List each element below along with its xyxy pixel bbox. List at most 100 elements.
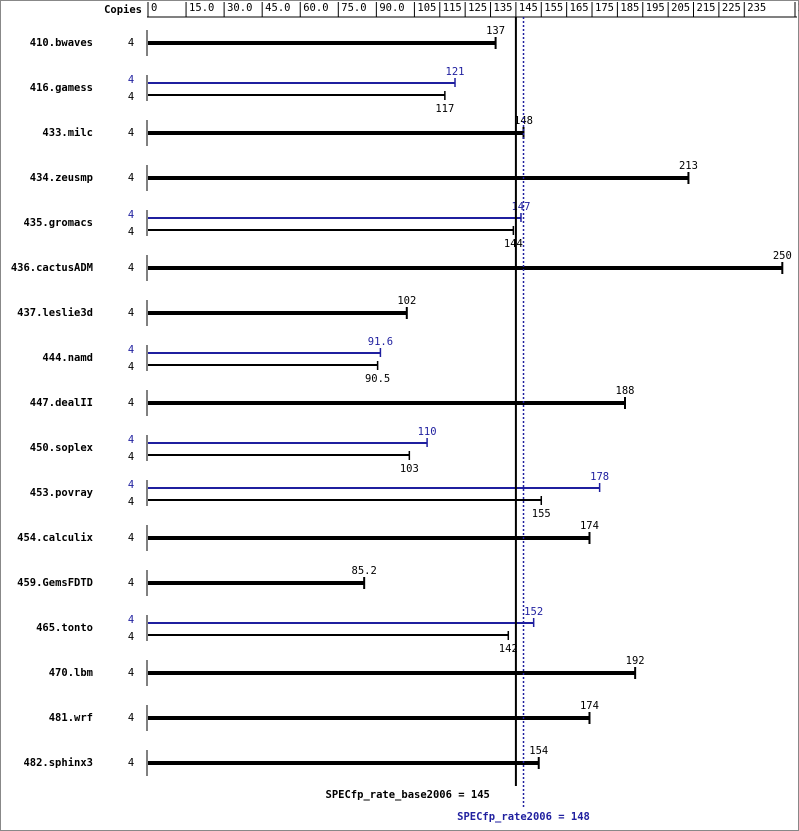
x-tick-label: 60.0: [303, 2, 328, 14]
category-label: 453.povray: [30, 487, 94, 499]
category-label: 433.milc: [42, 127, 93, 139]
category-label: 435.gromacs: [23, 217, 93, 229]
value-label: 192: [626, 655, 645, 667]
copies: 4: [128, 757, 134, 769]
value-label: 174: [580, 520, 599, 532]
value-label: 103: [400, 463, 419, 475]
value-label: 117: [435, 103, 454, 115]
category-label: 459.GemsFDTD: [17, 577, 93, 589]
x-tick-label: 125: [468, 2, 487, 14]
copies: 4: [128, 712, 134, 724]
value-label: 91.6: [368, 336, 393, 348]
copies: 4: [128, 434, 134, 446]
x-tick-label: 90.0: [379, 2, 404, 14]
bar: [148, 581, 365, 585]
bar: [148, 266, 783, 270]
copies: 4: [128, 532, 134, 544]
bar: [148, 671, 636, 675]
bar: [148, 454, 410, 456]
value-label: 90.5: [365, 373, 390, 385]
value-label: 147: [511, 201, 530, 213]
category-label: 410.bwaves: [30, 37, 93, 49]
category-label: 436.cactusADM: [11, 262, 93, 274]
value-label: 110: [418, 426, 437, 438]
copies: 4: [128, 397, 134, 409]
category-label: 416.gamess: [30, 82, 93, 94]
bar: [148, 634, 509, 636]
x-tick-label: 235: [747, 2, 766, 14]
value-label: 154: [529, 745, 548, 757]
bar: [148, 622, 534, 624]
x-tick-label: 205: [671, 2, 690, 14]
bar: [148, 229, 514, 231]
copies: 4: [128, 361, 134, 373]
reference-label: SPECfp_rate_base2006 = 145: [326, 789, 490, 801]
bar: [148, 82, 456, 84]
x-tick-label: 155: [544, 2, 563, 14]
bar: [148, 401, 626, 405]
bar: [148, 217, 521, 219]
bar: [148, 94, 445, 96]
x-tick-label: 15.0: [189, 2, 214, 14]
x-tick-label: 145: [519, 2, 538, 14]
copies: 4: [128, 451, 134, 463]
value-label: 144: [504, 238, 523, 250]
category-label: 454.calculix: [17, 532, 94, 544]
value-label: 178: [590, 471, 609, 483]
copies: 4: [128, 307, 134, 319]
value-label: 85.2: [352, 565, 377, 577]
bar: [148, 364, 378, 366]
bar: [148, 487, 600, 489]
category-label: 482.sphinx3: [23, 757, 93, 769]
value-label: 213: [679, 160, 698, 172]
copies: 4: [128, 226, 134, 238]
bar: [148, 442, 428, 444]
x-tick-label: 45.0: [265, 2, 290, 14]
value-label: 155: [532, 508, 551, 520]
copies: 4: [128, 496, 134, 508]
category-label: 444.namd: [42, 352, 93, 364]
bar: [148, 716, 590, 720]
bar: [148, 131, 524, 135]
x-tick-label: 175: [595, 2, 614, 14]
x-tick-label: 30.0: [227, 2, 252, 14]
category-label: 450.soplex: [30, 442, 94, 454]
bar: [148, 352, 381, 354]
value-label: 188: [616, 385, 635, 397]
copies-header: Copies: [104, 4, 142, 16]
x-tick-label: 75.0: [341, 2, 366, 14]
x-tick-label: 185: [620, 2, 639, 14]
x-tick-label: 135: [494, 2, 513, 14]
copies: 4: [128, 577, 134, 589]
x-tick-label: 215: [697, 2, 716, 14]
value-label: 152: [524, 606, 543, 618]
copies: 4: [128, 209, 134, 221]
bar: [148, 536, 590, 540]
bar: [148, 311, 407, 315]
x-tick-label: 105: [417, 2, 436, 14]
value-label: 250: [773, 250, 792, 262]
x-tick-label: 165: [570, 2, 589, 14]
x-tick-label: 0: [151, 2, 157, 14]
bar: [148, 761, 539, 765]
category-label: 481.wrf: [49, 712, 93, 724]
copies: 4: [128, 262, 134, 274]
copies: 4: [128, 91, 134, 103]
category-label: 465.tonto: [36, 622, 93, 634]
bar: [148, 176, 689, 180]
copies: 4: [128, 614, 134, 626]
x-tick-label: 225: [722, 2, 741, 14]
copies: 4: [128, 667, 134, 679]
copies: 4: [128, 631, 134, 643]
value-label: 102: [397, 295, 416, 307]
value-label: 121: [446, 66, 465, 78]
copies: 4: [128, 172, 134, 184]
value-label: 142: [499, 643, 518, 655]
value-label: 137: [486, 25, 505, 37]
copies: 4: [128, 37, 134, 49]
value-label: 174: [580, 700, 599, 712]
x-tick-label: 115: [443, 2, 462, 14]
x-tick-label: 195: [646, 2, 665, 14]
